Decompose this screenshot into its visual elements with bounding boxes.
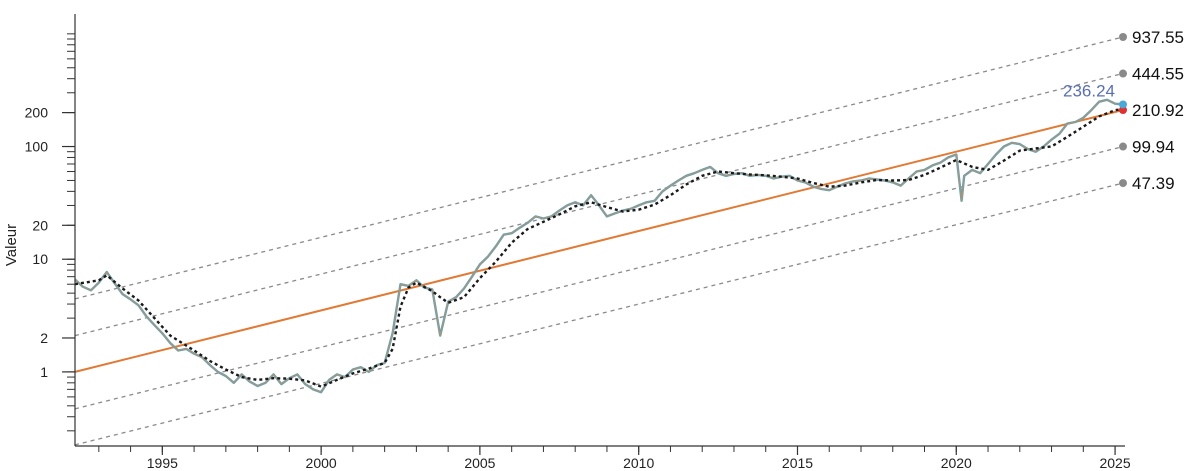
channel-line-3 xyxy=(74,145,1124,410)
y-tick-label: 1 xyxy=(40,364,48,380)
y-tick-label: 100 xyxy=(25,139,49,155)
last-value-marker xyxy=(1119,100,1127,109)
price-line xyxy=(74,98,1124,394)
x-tick-label: 2020 xyxy=(941,455,972,471)
channel-line-1 xyxy=(74,36,1124,300)
moving-average-group xyxy=(74,107,1124,388)
x-tick-label: 2005 xyxy=(464,455,495,471)
y-ticks: 1 2 10 20 100 200 xyxy=(25,33,75,432)
last-value-group: 236.24 xyxy=(1063,81,1127,109)
y-tick-label: 20 xyxy=(32,217,48,233)
end-label: 937.55 xyxy=(1132,28,1184,47)
end-label-marker xyxy=(1119,179,1127,188)
end-label: 47.39 xyxy=(1132,174,1175,193)
x-tick-label: 2025 xyxy=(1099,455,1130,471)
end-label-marker xyxy=(1119,142,1127,151)
x-tick-label: 1995 xyxy=(147,455,178,471)
regression-line-group xyxy=(74,109,1124,373)
axes: Valeur xyxy=(3,14,1125,447)
x-tick-label: 2000 xyxy=(306,455,337,471)
y-tick-label: 2 xyxy=(40,330,48,346)
end-label: 444.55 xyxy=(1132,65,1184,84)
price-series-group xyxy=(74,98,1124,394)
channel-line-4 xyxy=(74,182,1124,446)
end-label-marker xyxy=(1119,69,1127,78)
y-tick-label: 10 xyxy=(32,251,48,267)
end-label: 210.92 xyxy=(1132,101,1184,120)
y-axis-title: Valeur xyxy=(3,224,20,266)
end-label-marker xyxy=(1119,32,1127,41)
x-tick-label: 2015 xyxy=(782,455,813,471)
x-tick-label: 2010 xyxy=(623,455,654,471)
regression-line xyxy=(74,109,1124,373)
last-value-label: 236.24 xyxy=(1063,81,1115,100)
end-labels: 937.55 444.55 210.92 99.94 47.39 xyxy=(1119,28,1184,193)
y-tick-label: 200 xyxy=(25,105,49,121)
end-label-marker xyxy=(1119,106,1127,115)
moving-average-line xyxy=(74,107,1124,388)
price-line-overlay xyxy=(74,99,1124,393)
x-ticks: 1995 2000 2005 2010 2015 2020 2025 xyxy=(98,446,1131,471)
end-label: 99.94 xyxy=(1132,138,1175,157)
